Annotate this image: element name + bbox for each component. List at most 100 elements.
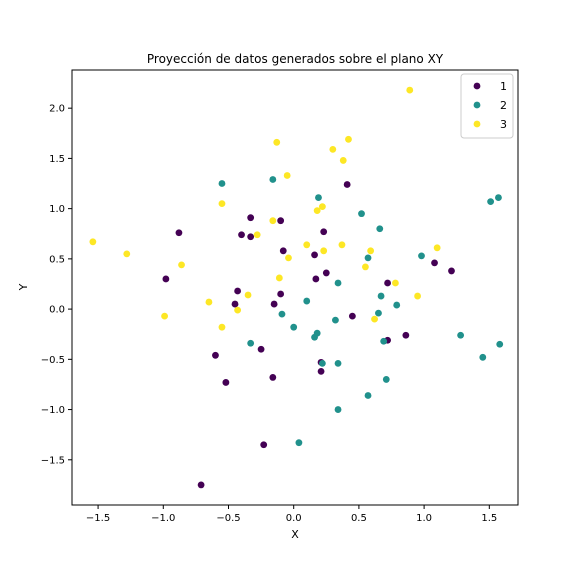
scatter-point-series-2 — [218, 180, 226, 187]
scatter-point-series-1 — [277, 290, 285, 298]
scatter-point-series-3 — [275, 274, 283, 282]
legend-label-3: 3 — [500, 118, 507, 131]
y-tick-label: −0.5 — [41, 355, 65, 366]
scatter-point-series-1 — [312, 275, 320, 283]
scatter-point-series-3 — [367, 247, 375, 255]
scatter-point-series-1 — [343, 181, 351, 188]
scatter-point-series-2 — [375, 309, 382, 317]
scatter-point-series-2 — [334, 406, 342, 413]
x-tick-label: 0.0 — [286, 513, 302, 524]
scatter-point-series-1 — [247, 214, 255, 222]
scatter-point-series-2 — [376, 225, 384, 233]
plot-frame — [71, 69, 519, 506]
scatter-point-series-3 — [253, 231, 261, 239]
scatter-point-series-1 — [222, 379, 230, 386]
scatter-point-series-2 — [382, 376, 390, 383]
scatter-point-series-1 — [197, 481, 205, 489]
scatter-point-series-3 — [244, 291, 252, 299]
scatter-point-series-1 — [279, 247, 287, 255]
scatter-point-series-2 — [332, 316, 339, 324]
scatter-point-series-2 — [311, 333, 318, 341]
scatter-point-series-3 — [269, 217, 277, 225]
scatter-point-series-3 — [320, 247, 328, 255]
scatter-point-series-1 — [311, 251, 318, 259]
scatter-point-series-3 — [414, 292, 421, 300]
y-tick-label: 0.0 — [49, 305, 65, 316]
x-tick-label: −0.5 — [216, 513, 240, 524]
legend: 1 2 3 — [460, 73, 514, 139]
x-tick-label: 1.5 — [481, 513, 497, 524]
scatter-point-series-2 — [303, 297, 311, 305]
scatter-point-series-2 — [358, 210, 365, 218]
scatter-point-series-2 — [495, 194, 502, 201]
scatter-point-series-3 — [89, 238, 97, 246]
scatter-point-series-3 — [406, 86, 414, 94]
scatter-point-series-3 — [205, 298, 213, 306]
scatter-point-series-2 — [393, 301, 401, 309]
scatter-point-series-1 — [247, 233, 255, 241]
legend-label-2: 2 — [500, 99, 507, 112]
points-layer — [89, 86, 504, 489]
scatter-point-series-2 — [364, 392, 372, 399]
x-axis-ticks: −1.5 −1.0 −0.5 0.0 0.5 1.0 1.5 — [86, 505, 497, 524]
scatter-point-series-1 — [212, 351, 219, 359]
legend-marker-3 — [473, 120, 481, 128]
scatter-point-series-3 — [283, 172, 291, 179]
scatter-point-series-1 — [277, 217, 285, 225]
scatter-point-series-1 — [238, 231, 245, 239]
scatter-point-series-3 — [362, 263, 369, 271]
scatter-point-series-2 — [418, 252, 425, 260]
scatter-point-series-3 — [339, 157, 347, 164]
y-tick-label: 1.0 — [49, 204, 65, 215]
scatter-point-series-1 — [431, 259, 438, 267]
scatter-point-series-2 — [247, 339, 255, 347]
scatter-point-series-3 — [218, 323, 226, 331]
scatter-point-series-3 — [285, 254, 292, 262]
scatter-point-series-3 — [161, 312, 168, 320]
scatter-point-series-3 — [329, 145, 337, 153]
scatter-point-series-2 — [334, 279, 342, 287]
scatter-point-series-1 — [270, 300, 278, 308]
scatter-point-series-1 — [175, 229, 183, 237]
scatter-point-series-1 — [257, 345, 265, 353]
scatter-point-series-2 — [487, 198, 495, 206]
scatter-point-series-2 — [380, 337, 388, 345]
scatter-point-series-2 — [278, 310, 286, 318]
x-tick-label: −1.5 — [86, 513, 110, 524]
scatter-point-series-3 — [338, 241, 346, 249]
legend-box — [460, 73, 514, 139]
scatter-point-series-2 — [496, 340, 504, 348]
x-tick-label: −1.0 — [151, 513, 175, 524]
scatter-point-series-3 — [234, 306, 242, 314]
scatter-point-series-1 — [384, 279, 391, 287]
y-axis-ticks: −1.5 −1.0 −0.5 0.0 0.5 1.0 1.5 2.0 — [41, 104, 72, 466]
scatter-point-series-2 — [295, 439, 303, 447]
y-tick-label: −1.0 — [41, 405, 65, 416]
legend-label-1: 1 — [500, 80, 507, 93]
scatter-point-series-2 — [315, 194, 322, 201]
scatter-point-series-1 — [320, 228, 328, 236]
scatter-point-series-2 — [457, 331, 465, 339]
scatter-point-series-3 — [273, 138, 281, 146]
scatter-point-series-3 — [392, 279, 399, 287]
y-tick-label: 1.5 — [49, 154, 65, 165]
scatter-point-series-2 — [364, 254, 372, 262]
scatter-point-series-1 — [231, 300, 239, 308]
scatter-point-series-1 — [317, 367, 325, 375]
scatter-point-series-3 — [123, 250, 131, 258]
scatter-point-series-1 — [322, 269, 330, 277]
scatter-point-series-3 — [313, 207, 321, 215]
y-tick-label: 0.5 — [49, 254, 65, 265]
scatter-point-series-2 — [377, 292, 385, 300]
scatter-point-series-3 — [345, 135, 352, 143]
scatter-point-series-3 — [318, 203, 326, 211]
scatter-point-series-3 — [433, 244, 441, 252]
y-tick-label: −1.5 — [41, 455, 65, 466]
scatter-point-series-3 — [178, 261, 185, 269]
legend-marker-1 — [473, 82, 481, 90]
scatter-point-series-2 — [269, 176, 277, 183]
scatter-point-series-1 — [260, 441, 268, 449]
scatter-point-series-3 — [303, 241, 311, 249]
chart-title: Proyección de datos generados sobre el p… — [147, 52, 444, 66]
